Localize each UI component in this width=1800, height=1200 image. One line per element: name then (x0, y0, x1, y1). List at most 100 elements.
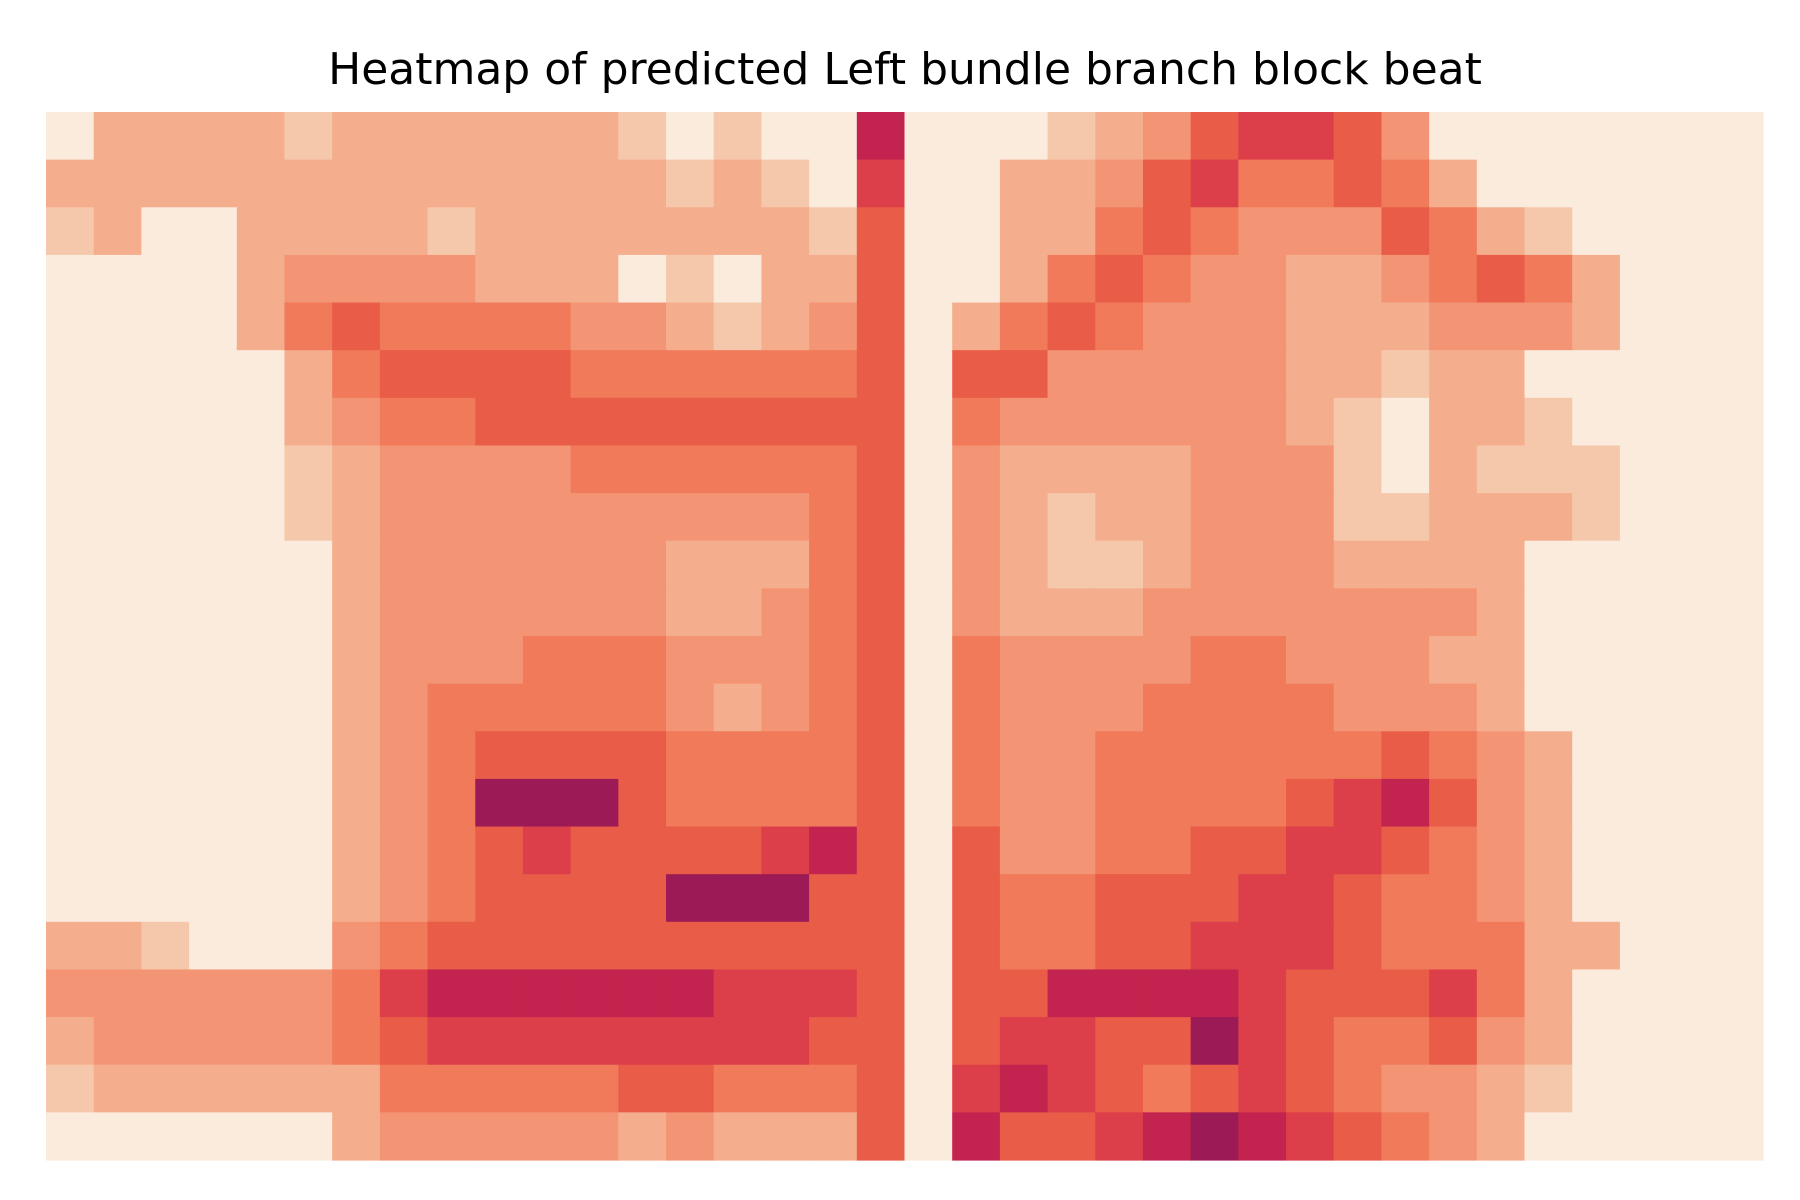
heatmap-cell (1047, 636, 1096, 685)
heatmap-cell (666, 1112, 715, 1161)
heatmap-cell (1667, 969, 1716, 1018)
heatmap-cell (522, 493, 572, 542)
heatmap-cell (93, 1112, 142, 1161)
heatmap-cell (189, 683, 238, 732)
heatmap-cell (141, 778, 190, 828)
heatmap-cell (46, 1017, 95, 1066)
heatmap-cell (189, 1017, 238, 1066)
heatmap-cell (1142, 969, 1192, 1018)
heatmap-cell (1095, 1112, 1144, 1161)
heatmap-cell (1667, 302, 1716, 351)
heatmap-cell (1381, 921, 1430, 971)
heatmap-cell (1190, 207, 1239, 256)
heatmap-cell (522, 350, 572, 399)
heatmap-cell (46, 826, 95, 875)
heatmap-cell (1667, 397, 1716, 447)
heatmap-cell (1476, 636, 1526, 685)
heatmap-cell (999, 969, 1049, 1018)
heatmap-cell (1047, 874, 1096, 923)
heatmap-cell (1572, 1064, 1621, 1113)
heatmap-cell (93, 1064, 142, 1113)
heatmap-cell (1190, 921, 1239, 971)
heatmap-cell (1095, 540, 1144, 589)
heatmap-cell (904, 540, 953, 589)
heatmap-cell (1047, 588, 1096, 637)
heatmap-cell (189, 731, 238, 780)
heatmap-cell (666, 540, 715, 589)
heatmap-cell (236, 493, 286, 542)
heatmap-cell (522, 445, 572, 494)
heatmap-cell (1142, 731, 1192, 780)
heatmap-cell (475, 207, 524, 256)
heatmap-cell (904, 969, 953, 1018)
heatmap-cell (1047, 493, 1096, 542)
heatmap-cell (570, 207, 619, 256)
heatmap-cell (666, 826, 715, 875)
heatmap-cell (236, 826, 286, 875)
heatmap-cell (1667, 636, 1716, 685)
heatmap-cell (46, 254, 95, 304)
heatmap-cell (809, 112, 858, 161)
heatmap-cell (427, 826, 476, 875)
heatmap-cell (475, 826, 524, 875)
heatmap-cell (618, 636, 667, 685)
heatmap-cell (856, 1064, 906, 1113)
heatmap-cell (761, 350, 810, 399)
heatmap-cell (856, 731, 906, 780)
heatmap-cell (809, 778, 858, 828)
heatmap-cell (666, 1064, 715, 1113)
heatmap-cell (1572, 731, 1621, 780)
heatmap-cell (666, 397, 715, 447)
heatmap-cell (1381, 207, 1430, 256)
heatmap-cell (761, 159, 810, 208)
heatmap-cell (618, 493, 667, 542)
heatmap-cell (1190, 588, 1239, 637)
heatmap-cell (1429, 636, 1478, 685)
heatmap-cell (475, 683, 524, 732)
heatmap-cell (1667, 350, 1716, 399)
heatmap-cell (1095, 1064, 1144, 1113)
heatmap-cell (1715, 778, 1764, 828)
heatmap-cell (236, 207, 286, 256)
heatmap-cell (189, 1112, 238, 1161)
heatmap-cell (1619, 350, 1669, 399)
heatmap-cell (1095, 397, 1144, 447)
heatmap-cell (1238, 1112, 1287, 1161)
heatmap-cell (1047, 112, 1096, 161)
heatmap-cell (1667, 1112, 1716, 1161)
heatmap-cell (1524, 874, 1573, 923)
heatmap-cell (856, 350, 906, 399)
heatmap-cell (1333, 683, 1383, 732)
heatmap-cell (522, 826, 572, 875)
heatmap-cell (618, 874, 667, 923)
heatmap-cell (1619, 254, 1669, 304)
heatmap-cell (1095, 826, 1144, 875)
heatmap-cell (1524, 588, 1573, 637)
heatmap-cell (1190, 874, 1239, 923)
heatmap-cell (1238, 397, 1287, 447)
heatmap-cell (1333, 493, 1383, 542)
heatmap-cell (952, 540, 1001, 589)
heatmap-cell (1142, 921, 1192, 971)
heatmap-cell (141, 207, 190, 256)
heatmap-cell (952, 588, 1001, 637)
heatmap-cell (1667, 493, 1716, 542)
heatmap-cell (1286, 159, 1335, 208)
heatmap-cell (1572, 921, 1621, 971)
heatmap-cell (1381, 159, 1430, 208)
heatmap-cell (1667, 540, 1716, 589)
heatmap-cell (427, 302, 476, 351)
heatmap-cell (1619, 778, 1669, 828)
heatmap-cell (570, 445, 619, 494)
heatmap-cell (1286, 350, 1335, 399)
heatmap-cell (189, 636, 238, 685)
heatmap-cell (856, 493, 906, 542)
heatmap-cell (618, 1112, 667, 1161)
heatmap-cell (952, 302, 1001, 351)
heatmap-cell (713, 1017, 763, 1066)
heatmap-cell (1429, 588, 1478, 637)
heatmap-cell (666, 159, 715, 208)
heatmap-cell (427, 1112, 476, 1161)
heatmap-cell (236, 445, 286, 494)
heatmap-cell (93, 683, 142, 732)
